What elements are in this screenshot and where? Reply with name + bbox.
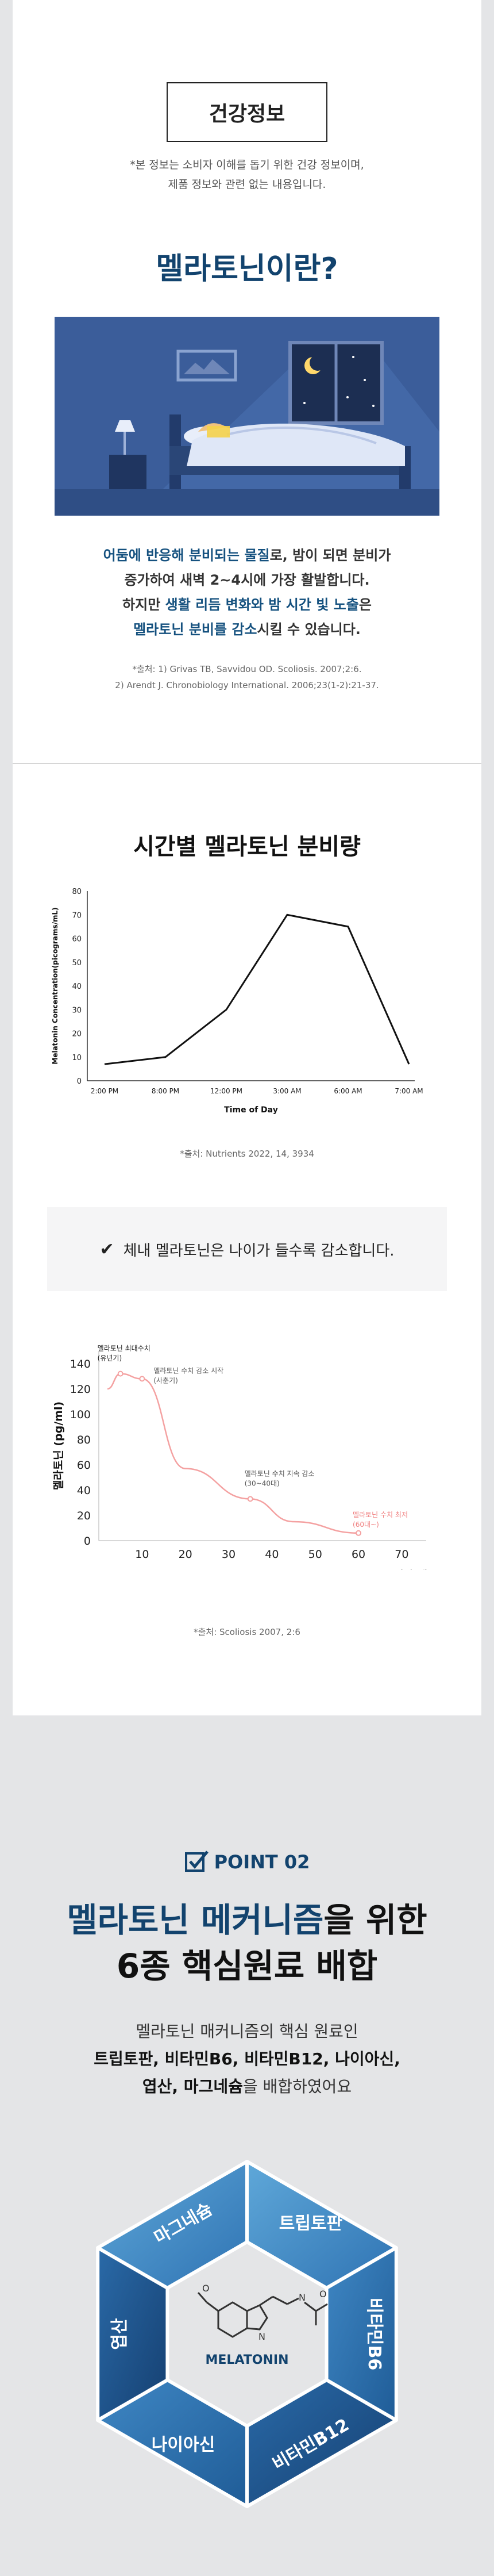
chart1-y-tick: 30 xyxy=(72,1006,82,1015)
chart2-source: *출처: Scoliosis 2007, 2:6 xyxy=(194,1627,300,1637)
chart2-annotation-sub: (30~40대) xyxy=(245,1479,280,1487)
chart1-x-tick: 6:00 AM xyxy=(334,1087,362,1095)
bedroom-illustration xyxy=(55,317,439,516)
chart2-annotation-sub: (유년기) xyxy=(98,1354,122,1362)
chart1-x-tick: 7:00 AM xyxy=(395,1087,423,1095)
hexagon-segment xyxy=(96,2160,249,2290)
hexagon-segment-label: 비타민B6 xyxy=(364,2298,384,2371)
section-divider xyxy=(13,763,481,764)
chart2-y-tick: 120 xyxy=(70,1383,91,1396)
point-title: 멜라토닌 메커니즘을 위한 6종 핵심원료 배합 xyxy=(67,1901,427,1986)
chart2-x-tick: 50 xyxy=(308,1548,322,1561)
chart2-annotation: 멜라토닌 수치 감소 시작 xyxy=(153,1366,223,1375)
chart1-y-tick: 10 xyxy=(72,1054,82,1062)
secretion-chart-title: 시간별 멜라토닌 분비량 xyxy=(133,834,361,860)
chart1-y-tick: 70 xyxy=(72,911,82,920)
chart2-x-tick: 60 xyxy=(352,1548,365,1561)
chart2-y-tick: 40 xyxy=(77,1484,91,1497)
health-info-title: 건강정보 xyxy=(167,82,327,142)
chart2-marker xyxy=(356,1530,362,1536)
point-label: POINT 02 xyxy=(0,1850,494,1873)
chart2-annotation-sub: (사춘기) xyxy=(153,1376,177,1384)
chart2-x-tick: 40 xyxy=(265,1548,279,1561)
chart2-y-label: 멜라토닌 (pg/ml) xyxy=(52,1402,65,1490)
point-description: 멜라토닌 매커니즘의 핵심 원료인 트립토판, 비타민B6, 비타민B12, 나… xyxy=(94,2022,400,2096)
svg-text:N: N xyxy=(258,2331,265,2342)
disclaimer: *본 정보는 소비자 이해를 돕기 위한 건강 정보이며, 제품 정보와 관련 … xyxy=(130,159,364,191)
chart2-x-tick: 30 xyxy=(222,1548,236,1561)
chart1-source: *출처: Nutrients 2022, 14, 3934 xyxy=(180,1149,314,1159)
chart1-x-tick: 3:00 AM xyxy=(273,1087,301,1095)
chart2-annotation: 멜라토닌 수치 지속 감소 xyxy=(245,1469,315,1477)
svg-text:O: O xyxy=(319,2289,327,2299)
check-icon: ✔ xyxy=(99,1239,114,1260)
chart1-y-tick: 20 xyxy=(72,1030,82,1039)
chart2-y-tick: 20 xyxy=(77,1510,91,1522)
hexagon-segment-label: 나이아신 xyxy=(152,2435,215,2455)
chart2-y-tick: 100 xyxy=(70,1408,91,1421)
chart2-x-tick: 10 xyxy=(135,1548,149,1561)
chart2-series-line xyxy=(107,1373,359,1534)
chart2-y-tick: 80 xyxy=(77,1434,91,1446)
chart2-annotation: 멜라토닌 최대수치 xyxy=(98,1345,150,1353)
melatonin-molecule xyxy=(197,2292,328,2338)
age-decline-note: ✔ 체내 멜라토닌은 나이가 들수록 감소합니다. xyxy=(47,1207,447,1291)
secretion-line-chart: 0 10 20 30 40 50 60 70 80 2:00 PM 8:00 PM 12:00 PM 3… xyxy=(51,888,423,1115)
chart2-y-tick: 0 xyxy=(84,1535,91,1548)
chart2-y-tick: 60 xyxy=(77,1459,91,1472)
chart2-marker xyxy=(117,1370,124,1377)
checkbox-icon xyxy=(184,1851,209,1872)
chart2-marker xyxy=(247,1496,253,1502)
melatonin-description: 어둠에 반응해 분비되는 물질로, 밤이 되면 분비가 증가하여 새벽 2~4시… xyxy=(103,547,391,638)
svg-text:O: O xyxy=(202,2283,210,2294)
chart1-y-tick: 50 xyxy=(72,959,82,968)
chart1-x-tick: 8:00 PM xyxy=(152,1087,179,1095)
chart1-x-tick: 2:00 PM xyxy=(91,1087,118,1095)
chart1-x-label: Time of Day xyxy=(224,1105,278,1115)
melatonin-title: 멜라토닌이란? xyxy=(156,252,338,286)
chart2-marker xyxy=(139,1376,145,1382)
chart1-y-tick: 40 xyxy=(72,982,82,991)
age-melatonin-chart: 0 20 40 60 80 100 120 140 10 20 30 40 50 60 70 멜라토닌 최대수… xyxy=(52,1345,432,1569)
hexagon-segment-label: 엽산 xyxy=(110,2318,130,2350)
hexagon-segment-label: 트립토판 xyxy=(279,2214,343,2234)
chart1-y-tick: 0 xyxy=(77,1077,82,1086)
chart2-x-tick: 20 xyxy=(179,1548,192,1561)
chart2-x-tick: 70 xyxy=(395,1548,408,1561)
chart2-y-tick: 140 xyxy=(70,1358,91,1370)
melatonin-label: MELATONIN xyxy=(206,2353,289,2367)
chart1-y-label: Melatonin Concentration(picograms/mL) xyxy=(51,907,59,1064)
intro-source: *출처: 1) Grivas TB, Savvidou OD. Scoliosi… xyxy=(115,664,379,690)
chart1-y-tick: 80 xyxy=(72,888,82,896)
chart1-series-line xyxy=(104,913,410,1065)
chart2-annotation-sub: (60대~) xyxy=(353,1521,379,1529)
health-info-card: 건강정보 *본 정보는 소비자 이해를 돕기 위한 건강 정보이며, 제품 정보… xyxy=(13,0,481,1715)
svg-text:N: N xyxy=(299,2292,306,2303)
chart2-annotation: 멜라토닌 수치 최저 xyxy=(353,1511,408,1519)
chart1-y-tick: 60 xyxy=(72,935,82,944)
chart1-x-tick: 12:00 PM xyxy=(210,1087,242,1095)
